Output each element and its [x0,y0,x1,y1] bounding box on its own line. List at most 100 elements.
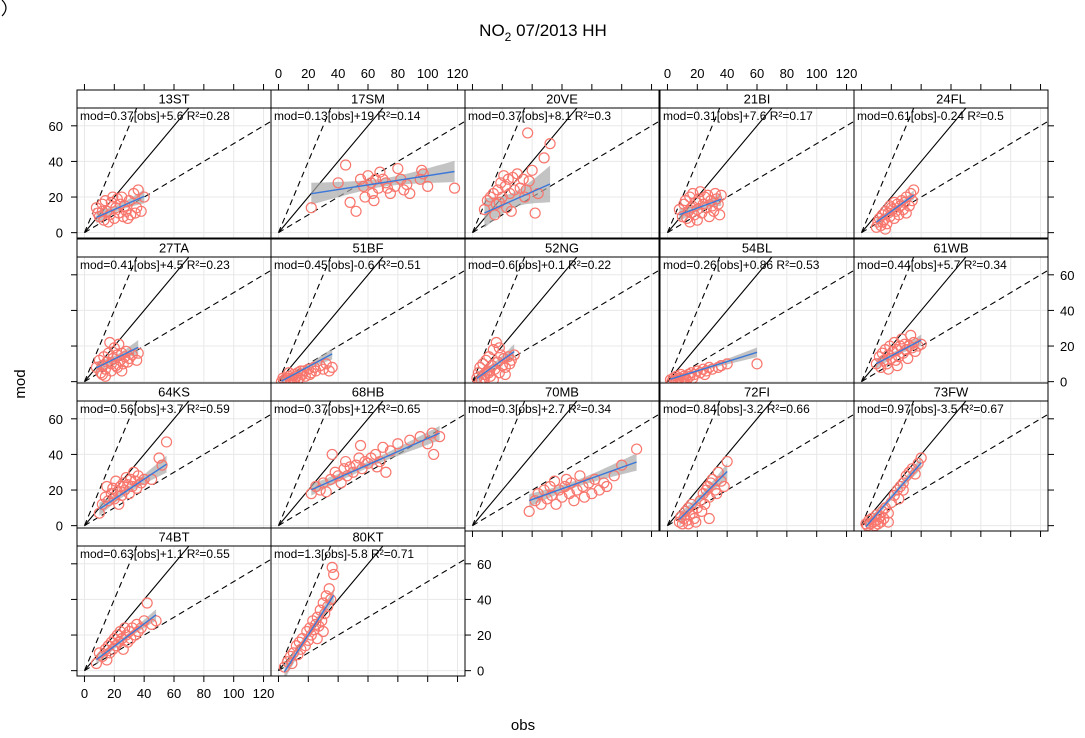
data-point [571,484,583,496]
data-point [107,191,119,203]
reference-line-2-to-1 [471,257,526,382]
reference-line-1-to-2 [472,269,659,383]
data-point [905,329,917,341]
x-tick-label: 0 [81,686,88,701]
panel-plot-area: mod=0.31[obs]+7.6 R²=0.17 [659,107,855,239]
data-point [132,347,144,359]
panel-content [660,401,854,531]
data-point [132,184,144,196]
panel-equation: mod=0.37[obs]+12 R²=0.65 [274,402,421,416]
y-tick-label: 0 [56,226,63,241]
data-point [532,488,544,500]
reference-line-2-to-1 [277,546,332,671]
reference-line-1-to-1 [861,108,967,234]
data-point [902,352,914,365]
panel-equation: mod=0.45[obs]-0.6 R²=0.51 [274,258,421,272]
panel-strip-label: 27TA [159,241,189,256]
x-tick-label: 60 [167,686,181,701]
y-tick-label: 60 [477,557,491,572]
data-point [891,360,903,372]
panel-strip-label: 73FW [934,385,969,400]
data-point [696,505,708,518]
data-point [490,336,502,349]
reference-line-1-to-2 [472,120,659,234]
data-point [711,488,723,500]
fit-line [875,194,915,223]
data-point [368,195,380,207]
data-point [377,173,389,185]
data-point [448,182,461,194]
y-tick-label: 0 [56,519,63,534]
data-point [332,177,344,189]
data-point [135,477,147,489]
data-point [888,196,900,208]
data-point [721,455,733,468]
reference-line-1-to-1 [472,108,578,234]
panel-content [660,257,854,387]
data-point [102,216,114,228]
data-point [326,361,338,374]
data-point [354,439,367,452]
x-axis-label: obs [511,717,535,734]
data-point [888,336,900,349]
panel-equation: mod=0.31[obs]+7.6 R²=0.17 [663,109,813,123]
reference-line-1-to-2 [278,269,465,383]
data-point [141,597,153,609]
reference-line-2-to-1 [277,108,332,233]
y-tick-label: 60 [1060,268,1074,283]
panel-54bl: 54BL mod=0.26[obs]+0.86 R²=0.53 [659,238,855,388]
data-point [565,477,577,489]
reference-line-2-to-1 [277,257,332,382]
data-point [160,436,173,448]
data-point [545,489,558,501]
y-axis-label: mod [12,369,29,398]
reference-line-2-to-1 [83,108,138,233]
panel-content [77,401,271,531]
x-tick-label-top: 80 [391,66,405,81]
data-point [362,170,374,182]
panel-strip-label: 21BI [744,92,771,107]
panel-80kt: 80KT mod=1.3[obs]-5.8 R²=0.71 0 20 40 60 [270,527,491,682]
panel-strip-label: 54BL [742,241,772,256]
data-point [493,342,505,354]
data-point [354,173,367,185]
data-point [493,196,505,208]
data-point [156,459,168,471]
chart-title-rest: 07/2013 HH [511,21,606,40]
data-point [548,475,561,487]
data-point [90,657,102,670]
fit-line [476,350,515,379]
reference-line-1-to-2 [472,413,659,527]
x-tick-label: 100 [223,686,245,701]
panel-plot-area: mod=1.3[obs]-5.8 R²=0.71 0 20 40 60 [270,545,491,682]
x-tick-label-top: 20 [301,66,315,81]
data-point [320,358,332,370]
panel-plot-area: mod=0.41[obs]+4.5 R²=0.23 [71,256,272,388]
data-point [715,189,727,201]
x-tick-label-top: 80 [780,66,794,81]
panel-73fw: 73FW mod=0.97[obs]-3.5 R²=0.67 [853,382,1054,537]
data-point [703,491,715,503]
data-point [286,657,298,670]
data-point [495,349,507,361]
data-point [586,488,598,500]
data-point [909,345,921,357]
fit-line [678,471,728,520]
data-point [709,187,721,200]
data-point [900,207,912,219]
data-point [335,477,347,489]
reference-line-1-to-2 [278,558,465,672]
data-point [116,365,128,377]
reference-line-2-to-1 [666,108,721,233]
panel-61wb: 61WB mod=0.44[obs]+5.7 R²=0.34 0 20 40 60 [853,238,1074,390]
data-point [903,200,915,212]
data-point [876,505,888,518]
data-point [311,633,323,645]
data-point [691,214,703,226]
axes-layer: 0 20 40 60 80 100 120 0 20 40 60 80 100 120 [83,66,1042,90]
reference-line-2-to-1 [471,401,526,526]
data-point [538,152,550,164]
data-point [434,431,446,443]
data-point [870,509,882,521]
